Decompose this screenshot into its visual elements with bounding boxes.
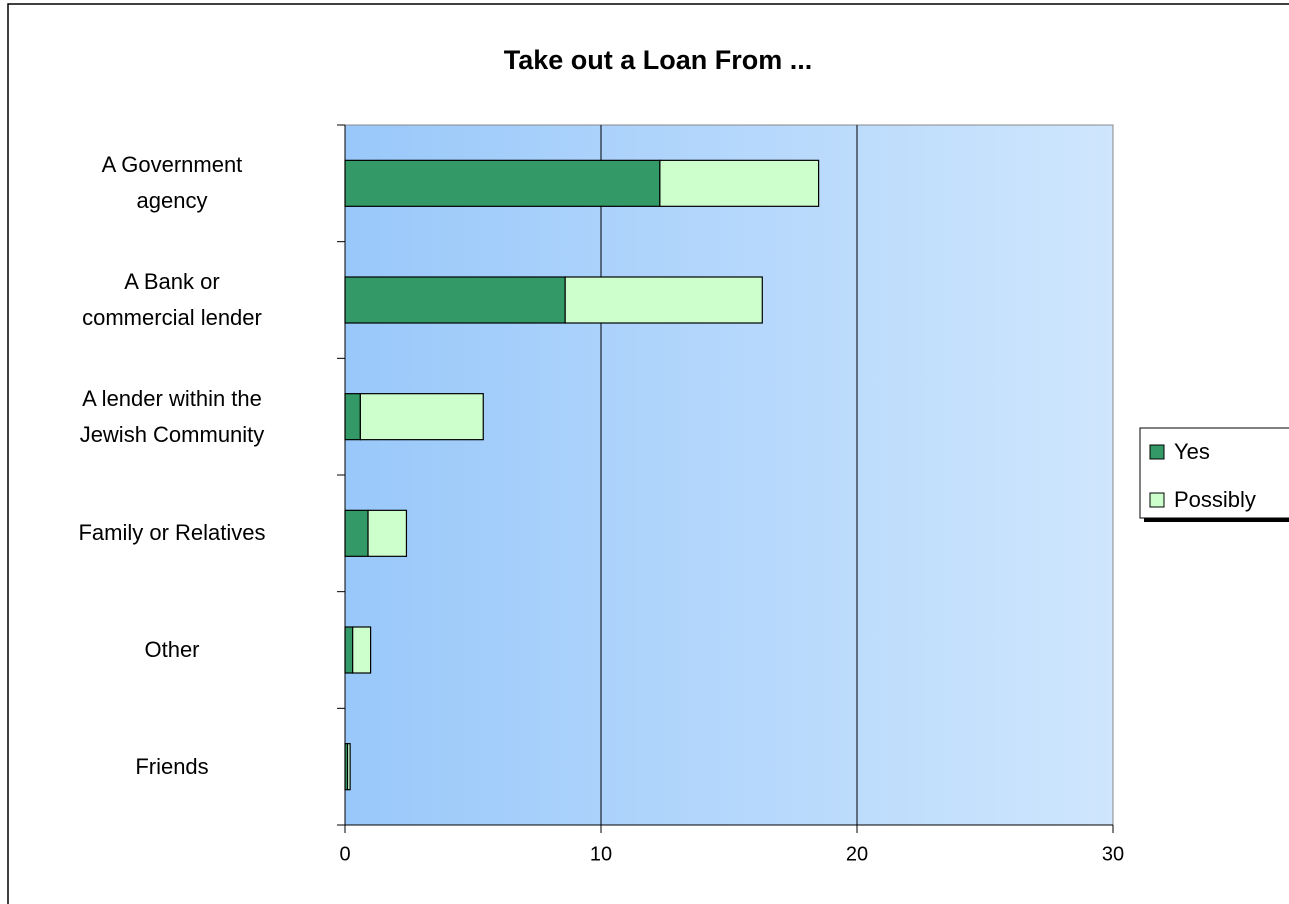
- legend: Yes Possibly: [1139, 427, 1289, 522]
- bar-segment: [344, 276, 566, 324]
- bar-segment: [344, 159, 661, 207]
- bar-segment: [367, 509, 408, 557]
- bar-segment: [359, 393, 484, 441]
- x-tick-label: 10: [590, 843, 612, 865]
- y-tick-label: A lender within the Jewish Community: [79, 385, 265, 447]
- bar-segment: [564, 276, 763, 324]
- legend-swatch: [1149, 444, 1165, 460]
- plot-area: [344, 124, 1114, 826]
- x-tick-label: 20: [846, 843, 868, 865]
- bar-segment: [344, 626, 354, 674]
- bar-segment: [352, 626, 372, 674]
- bar-segment: [346, 743, 351, 791]
- y-tick-label: A Bank or commercial lender: [82, 269, 262, 330]
- x-tick-label: 0: [339, 843, 350, 865]
- bar-segment: [659, 159, 820, 207]
- y-tick-label: A Government agency: [101, 152, 243, 214]
- chart-title: Take out a Loan From ...: [504, 45, 813, 75]
- legend-label: Possibly: [1174, 487, 1256, 512]
- y-tick-label: Friends: [135, 753, 209, 779]
- bar-segment: [344, 509, 369, 557]
- legend-label: Yes: [1174, 439, 1210, 464]
- y-tick-label: Other: [144, 637, 200, 662]
- y-tick-label: Family or Relatives: [78, 520, 266, 546]
- legend-box: [1139, 427, 1289, 519]
- legend-swatch: [1149, 492, 1165, 508]
- x-tick-label: 30: [1102, 843, 1124, 865]
- bar-segment: [344, 393, 361, 441]
